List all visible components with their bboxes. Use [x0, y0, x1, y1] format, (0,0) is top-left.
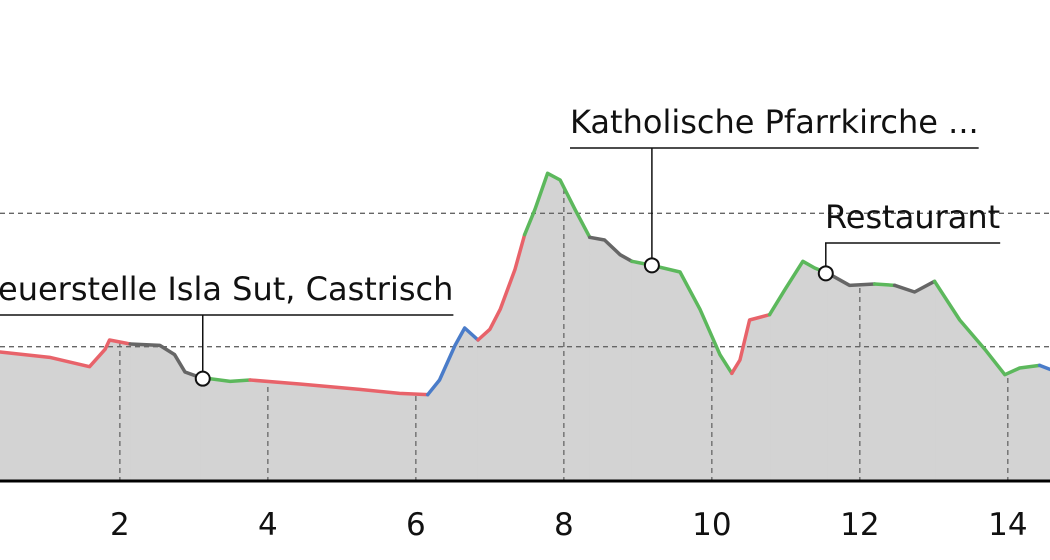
profile-line [1037, 363, 1050, 372]
profile-fill [589, 236, 633, 481]
profile-line [932, 279, 1042, 377]
waypoint-marker [194, 370, 211, 387]
annotation-label: Restaurant [825, 198, 1000, 236]
profile-line [892, 279, 937, 294]
annotation-label: euerstelle Isla Sut, Castrisch [0, 270, 453, 308]
x-tick-label: 2 [110, 507, 130, 543]
profile-line [730, 312, 772, 376]
profile-line [248, 378, 430, 397]
waypoint-marker [817, 265, 834, 282]
x-tick-label: 10 [692, 507, 731, 543]
x-tick-label: 8 [554, 507, 574, 543]
x-tick-label: 6 [406, 507, 426, 543]
profile-fill [129, 343, 201, 481]
profile-fill [894, 280, 936, 481]
profile-fill [934, 279, 1041, 481]
profile-line [872, 282, 897, 288]
profile-line [826, 271, 877, 288]
profile-line [425, 326, 480, 397]
waypoint-marker [643, 257, 660, 274]
profile-fill [1039, 364, 1050, 481]
profile-line [128, 342, 202, 380]
profile-line [476, 232, 527, 342]
profile-fill [874, 283, 896, 481]
profile-fill [731, 314, 771, 481]
x-tick-label: 4 [258, 507, 278, 543]
x-tick-label: 12 [840, 507, 879, 543]
profile-line [587, 235, 634, 264]
profile-line [0, 338, 132, 369]
profile-fill [769, 260, 829, 481]
profile-fill [199, 376, 251, 481]
profile-line [522, 171, 592, 240]
profile-fill [631, 260, 733, 481]
x-tick-label: 14 [988, 507, 1027, 543]
profile-fill [827, 272, 876, 481]
profile-fill [477, 234, 526, 481]
annotation-label: Katholische Pfarrkirche ... [570, 103, 979, 141]
